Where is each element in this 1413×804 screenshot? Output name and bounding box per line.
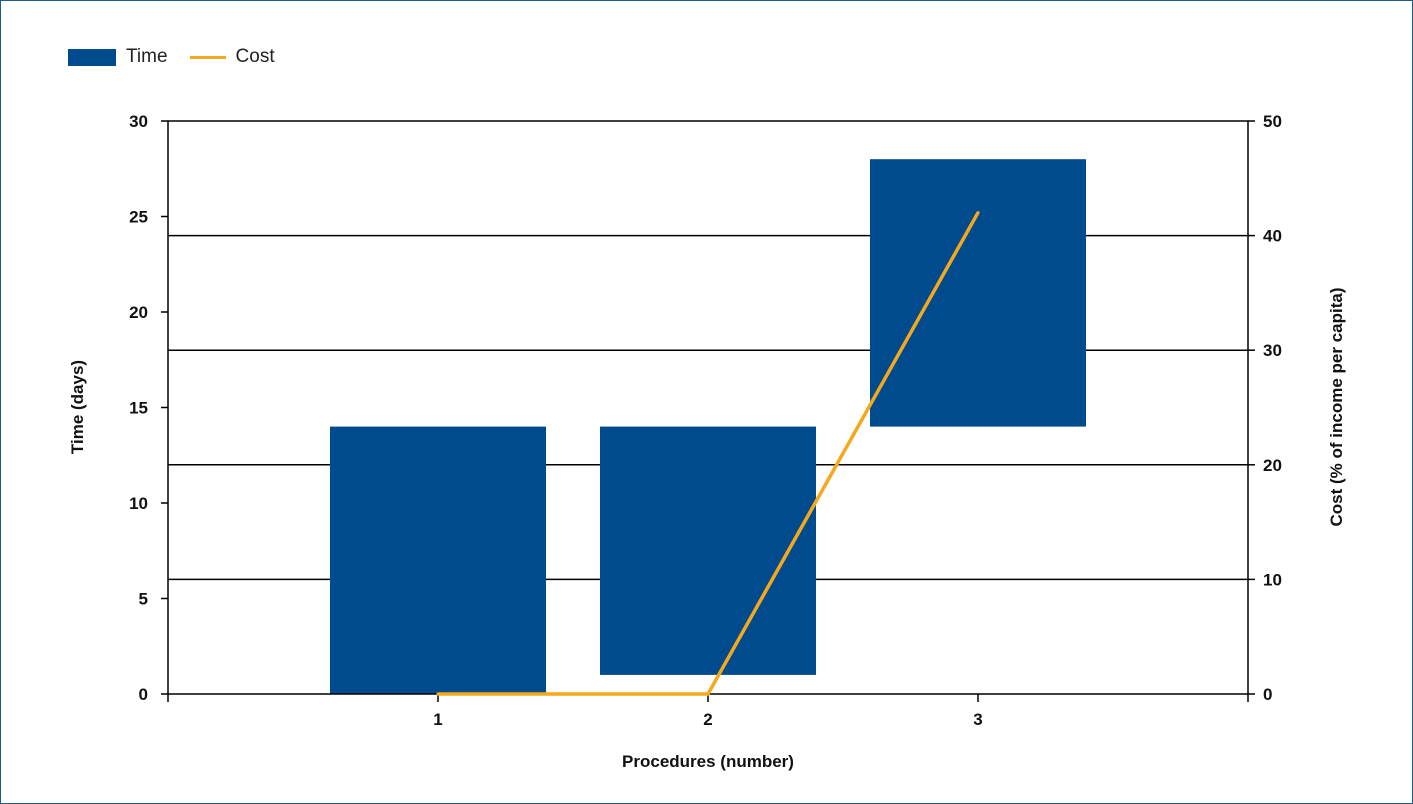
y2-tick-label-10: 10: [1263, 570, 1282, 589]
time-bar-2: [600, 426, 816, 675]
legend-label-cost: Cost: [235, 46, 275, 67]
y-tick-label-25: 25: [129, 208, 148, 227]
legend-item-time[interactable]: Time: [68, 46, 168, 68]
y-tick-label-30: 30: [129, 112, 148, 131]
y-tick-label-15: 15: [129, 399, 148, 418]
time-bar-1: [330, 426, 546, 694]
cost-point-3: [976, 211, 980, 215]
axes: [161, 120, 1255, 702]
y2-tick-label-30: 30: [1263, 341, 1282, 360]
legend: Time Cost: [68, 44, 297, 70]
y2-tick-label-20: 20: [1263, 456, 1282, 475]
cost-line: [436, 211, 980, 696]
y2-axis-label: Cost (% of income per capita): [1327, 288, 1346, 527]
y-tick-label-10: 10: [129, 494, 148, 513]
y-axis-label: Time (days): [68, 360, 87, 454]
legend-swatch-time: [68, 48, 116, 66]
legend-swatch-cost: [189, 55, 226, 59]
legend-item-cost[interactable]: Cost: [189, 46, 275, 68]
y2-tick-label-0: 0: [1263, 685, 1272, 704]
y-tick-label-5: 5: [139, 590, 148, 609]
x-tick-label-1: 1: [433, 710, 442, 729]
y2-tick-label-50: 50: [1263, 112, 1282, 131]
y2-tick-label-40: 40: [1263, 227, 1282, 246]
x-tick-label-2: 2: [703, 710, 712, 729]
legend-label-time: Time: [126, 46, 168, 67]
time-bars: [330, 159, 1086, 694]
cost-point-1: [436, 692, 440, 696]
tick-labels: 0 5 10 15 20 25 30 0 10 20 30 40 50 1 2 3: [129, 112, 1282, 729]
time-bar-3: [870, 159, 1086, 427]
x-axis-label: Procedures (number): [622, 752, 794, 771]
y-tick-label-20: 20: [129, 303, 148, 322]
x-tick-label-3: 3: [973, 710, 982, 729]
y-tick-label-0: 0: [139, 685, 148, 704]
cost-point-2: [706, 692, 710, 696]
